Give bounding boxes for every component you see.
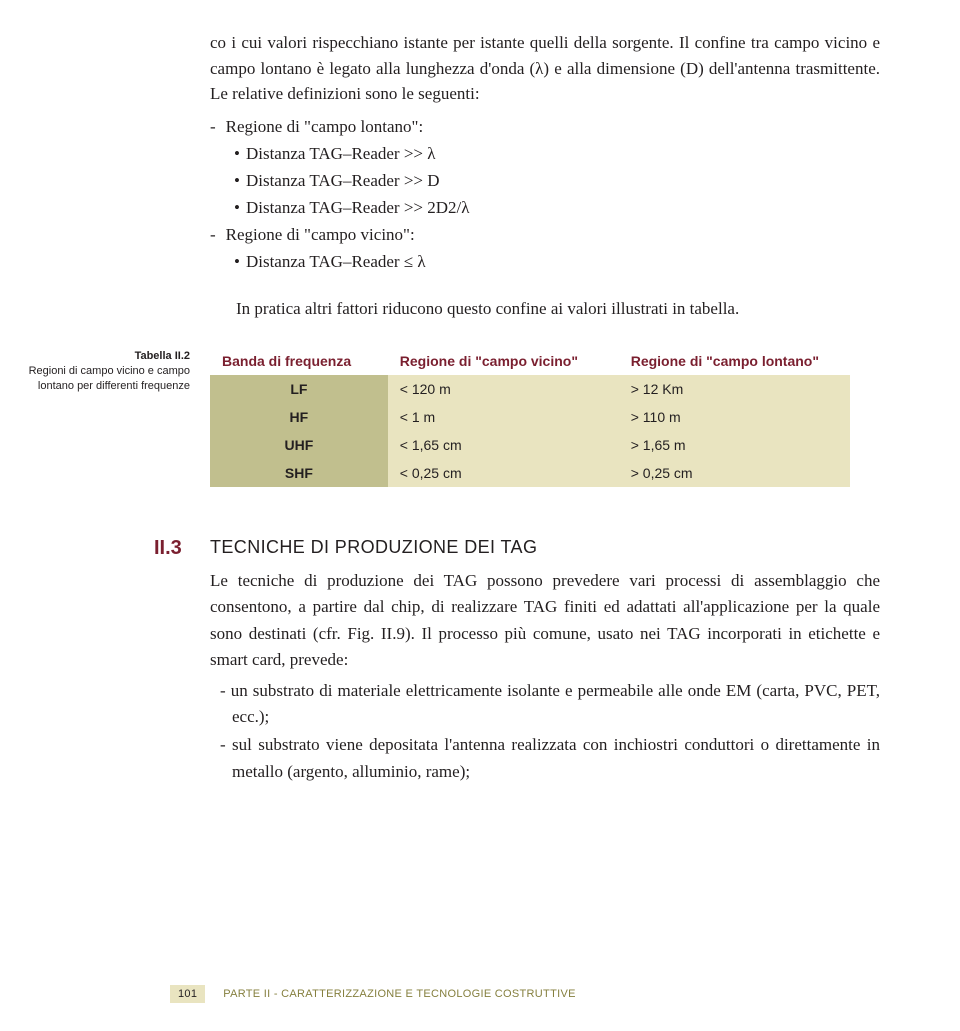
- far-item-3: Distanza TAG–Reader >> 2D2/λ: [234, 194, 880, 221]
- page: co i cui valori rispecchiano istante per…: [0, 0, 960, 1031]
- th-near: Regione di "campo vicino": [388, 347, 619, 375]
- th-far: Regione di "campo lontano": [619, 347, 850, 375]
- afterlist-paragraph: In pratica altri fattori riducono questo…: [210, 296, 880, 322]
- cell-near: < 0,25 cm: [388, 459, 619, 487]
- near-region-label: Regione di "campo vicino":: [210, 221, 415, 248]
- table-caption-body: Regioni di campo vicino e campo lontano …: [29, 365, 190, 392]
- far-item-1-text: Distanza TAG–Reader >> λ: [246, 144, 436, 163]
- section-paragraph: Le tecniche di produzione dei TAG posson…: [210, 568, 880, 673]
- far-item-2: Distanza TAG–Reader >> D: [234, 167, 880, 194]
- cell-far: > 110 m: [619, 403, 850, 431]
- table-row: UHF < 1,65 cm > 1,65 m: [210, 431, 850, 459]
- far-item-1: Distanza TAG–Reader >> λ: [234, 140, 880, 167]
- frequency-table: Banda di frequenza Regione di "campo vic…: [210, 347, 850, 487]
- cell-band: SHF: [210, 459, 388, 487]
- far-region-label: Regione di "campo lontano":: [210, 113, 423, 140]
- footer-text: PARTE II - CARATTERIZZAZIONE E TECNOLOGI…: [223, 988, 575, 1000]
- cell-near: < 1,65 cm: [388, 431, 619, 459]
- cell-far: > 12 Km: [619, 375, 850, 403]
- cell-far: > 0,25 cm: [619, 459, 850, 487]
- near-item-1-text: Distanza TAG–Reader ≤ λ: [246, 252, 426, 271]
- cell-band: UHF: [210, 431, 388, 459]
- table-row: LF < 120 m > 12 Km: [210, 375, 850, 403]
- table-caption-title: Tabella II.2: [0, 349, 190, 364]
- section-bullet-2: - sul substrato viene depositata l'anten…: [210, 732, 880, 785]
- definitions-block: Regione di "campo lontano": Distanza TAG…: [210, 113, 880, 276]
- far-item-2-text: Distanza TAG–Reader >> D: [246, 171, 440, 190]
- section-title: TECNICHE DI PRODUZIONE DEI TAG: [210, 537, 537, 557]
- cell-near: < 1 m: [388, 403, 619, 431]
- table-block: Tabella II.2 Regioni di campo vicino e c…: [210, 347, 880, 487]
- page-number: 101: [170, 985, 205, 1003]
- table-header-row: Banda di frequenza Regione di "campo vic…: [210, 347, 850, 375]
- cell-band: HF: [210, 403, 388, 431]
- near-region-label-text: Regione di "campo vicino":: [226, 225, 415, 244]
- cell-far: > 1,65 m: [619, 431, 850, 459]
- cell-near: < 120 m: [388, 375, 619, 403]
- th-band: Banda di frequenza: [210, 347, 388, 375]
- section-number: II.3: [154, 537, 182, 560]
- section-bullet-1: - un substrato di materiale elettricamen…: [210, 678, 880, 731]
- table-row: SHF < 0,25 cm > 0,25 cm: [210, 459, 850, 487]
- page-footer: 101 PARTE II - CARATTERIZZAZIONE E TECNO…: [170, 985, 576, 1003]
- table-caption: Tabella II.2 Regioni di campo vicino e c…: [0, 349, 190, 394]
- far-item-3-text: Distanza TAG–Reader >> 2D2/λ: [246, 198, 470, 217]
- intro-paragraph: co i cui valori rispecchiano istante per…: [210, 30, 880, 107]
- cell-band: LF: [210, 375, 388, 403]
- section-heading: II.3 TECNICHE DI PRODUZIONE DEI TAG: [210, 537, 880, 558]
- table-row: HF < 1 m > 110 m: [210, 403, 850, 431]
- far-region-label-text: Regione di "campo lontano":: [226, 117, 424, 136]
- near-item-1: Distanza TAG–Reader ≤ λ: [234, 248, 880, 275]
